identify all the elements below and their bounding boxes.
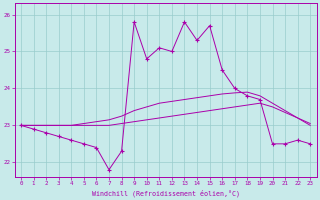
X-axis label: Windchill (Refroidissement éolien,°C): Windchill (Refroidissement éolien,°C) bbox=[92, 189, 240, 197]
